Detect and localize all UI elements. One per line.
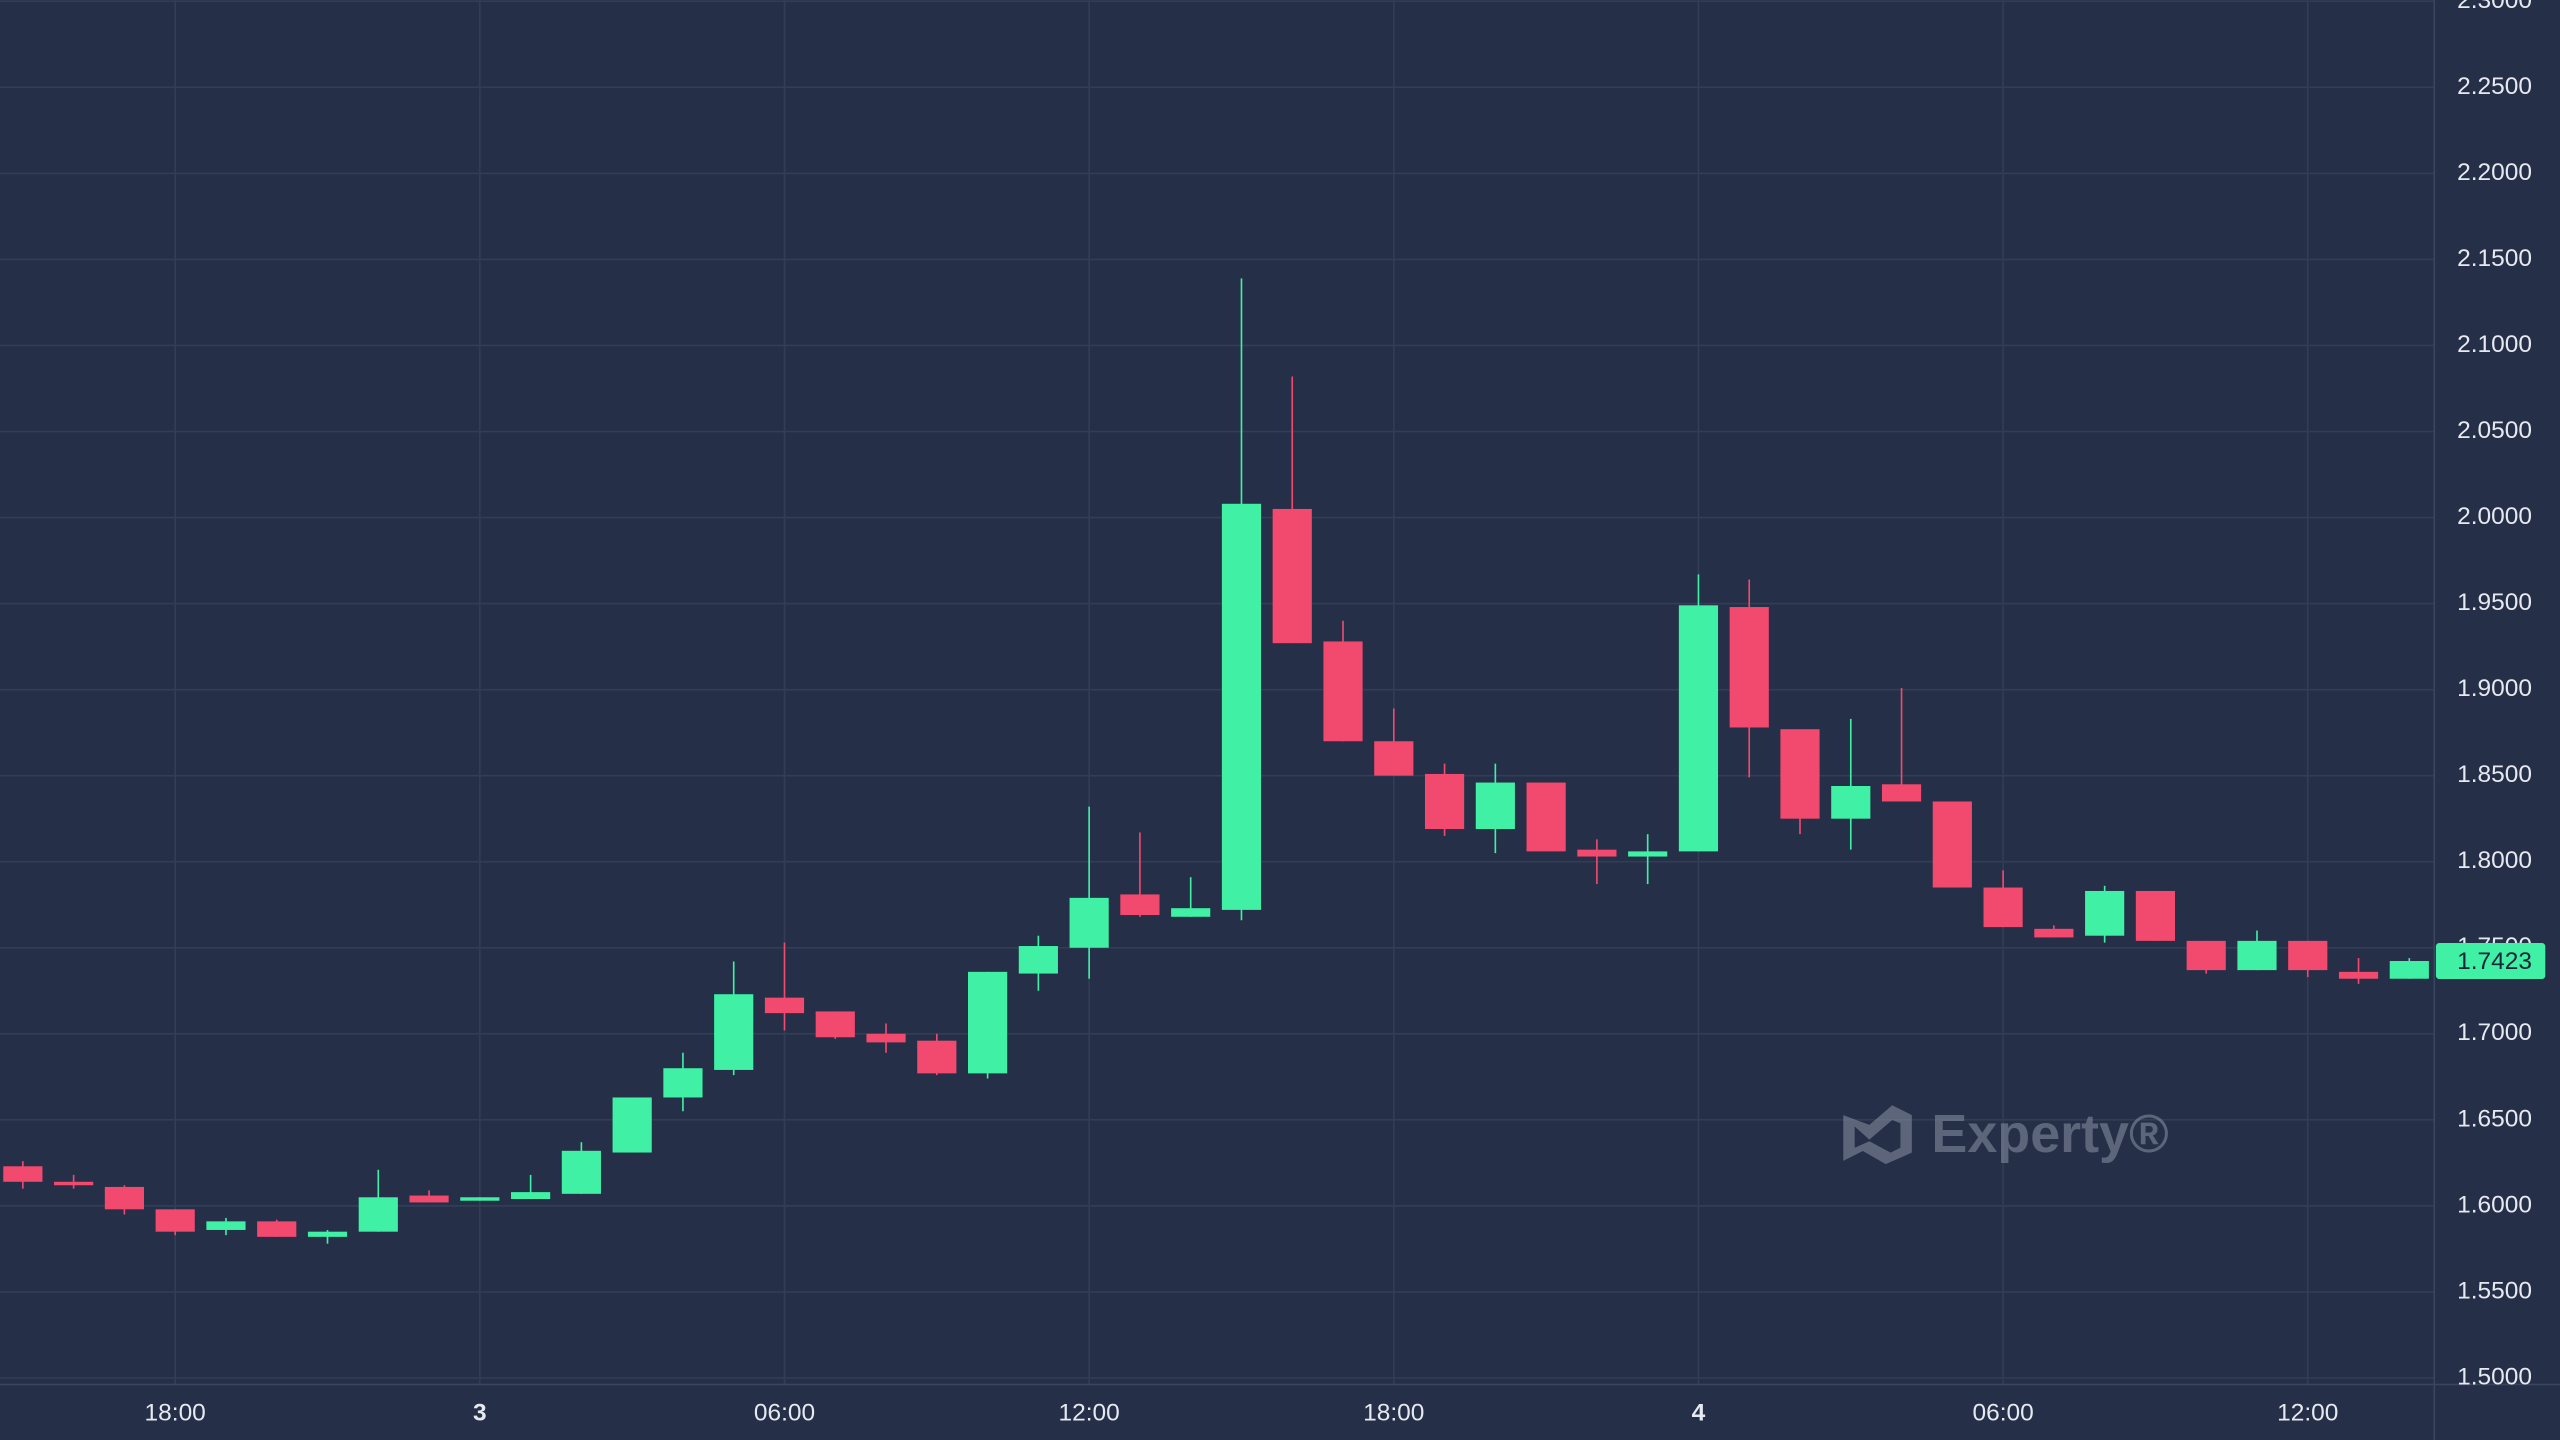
candle-body bbox=[54, 1181, 94, 1186]
candle-body bbox=[1424, 773, 1465, 830]
y-tick-label: 2.2000 bbox=[2457, 159, 2532, 186]
candle-body bbox=[2135, 890, 2176, 941]
candle-body bbox=[2085, 890, 2125, 936]
candle-body bbox=[1221, 503, 1262, 910]
watermark-text: Experty® bbox=[1931, 1104, 2168, 1164]
y-tick-label: 1.5000 bbox=[2457, 1363, 2532, 1390]
watermark-logo bbox=[1843, 1105, 1912, 1165]
candle-body bbox=[358, 1197, 398, 1232]
candle-body bbox=[1932, 801, 1972, 888]
last-price-label: 1.7423 bbox=[2457, 948, 2532, 975]
candle-body bbox=[1577, 849, 1617, 857]
candle-body bbox=[257, 1221, 297, 1237]
x-tick-label: 18:00 bbox=[1363, 1399, 1424, 1426]
candle-body bbox=[155, 1209, 195, 1232]
candle-body bbox=[1018, 946, 1058, 974]
candle-body bbox=[1780, 729, 1820, 819]
y-tick-label: 1.8500 bbox=[2457, 761, 2532, 788]
candle-body bbox=[2186, 940, 2226, 971]
candle-body bbox=[612, 1097, 652, 1153]
candle-body bbox=[1729, 607, 1769, 728]
candle-body bbox=[1526, 782, 1566, 852]
candle-body bbox=[2288, 940, 2328, 971]
y-tick-label: 2.1000 bbox=[2457, 331, 2532, 358]
candle-body bbox=[1272, 508, 1312, 644]
candle-body bbox=[460, 1197, 500, 1201]
y-tick-label: 1.7000 bbox=[2457, 1019, 2532, 1046]
candle-body bbox=[1678, 605, 1719, 852]
x-tick-label: 4 bbox=[1692, 1399, 1706, 1426]
candle-body bbox=[1069, 897, 1109, 948]
last-price-tag bbox=[2435, 943, 2546, 979]
x-tick-label: 12:00 bbox=[1059, 1399, 1120, 1426]
y-tick-label: 1.8000 bbox=[2457, 847, 2532, 874]
y-tick-label: 2.1500 bbox=[2457, 245, 2532, 272]
y-tick-label: 1.9500 bbox=[2457, 589, 2532, 616]
candle-body bbox=[1983, 887, 2023, 928]
candle-body bbox=[206, 1221, 246, 1230]
x-tick-label: 06:00 bbox=[754, 1399, 815, 1426]
x-tick-label: 12:00 bbox=[2277, 1399, 2338, 1426]
candle-body bbox=[815, 1011, 855, 1038]
candle-body bbox=[511, 1192, 551, 1199]
candle-body bbox=[1475, 782, 1515, 830]
y-tick-label: 2.0000 bbox=[2457, 503, 2532, 530]
candle-body bbox=[307, 1231, 348, 1237]
candle-body bbox=[3, 1166, 43, 1182]
candle-body bbox=[1171, 908, 1211, 917]
candle-body bbox=[1628, 851, 1668, 857]
candle-body bbox=[1831, 785, 1871, 819]
candle-body bbox=[1120, 894, 1160, 916]
candle-body bbox=[2338, 971, 2379, 979]
candle-body bbox=[1881, 784, 1922, 802]
x-tick-label: 18:00 bbox=[145, 1399, 206, 1426]
candle-body bbox=[764, 997, 805, 1014]
candle-body bbox=[561, 1150, 601, 1194]
y-tick-label: 1.6500 bbox=[2457, 1105, 2532, 1132]
candle-body bbox=[714, 994, 754, 1070]
candle-body bbox=[2237, 940, 2277, 971]
candle-body bbox=[2389, 961, 2429, 979]
y-tick-label: 2.2500 bbox=[2457, 73, 2532, 100]
candle-body bbox=[1323, 641, 1363, 742]
candle-body bbox=[866, 1033, 906, 1043]
candle-body bbox=[2034, 928, 2074, 938]
y-tick-label: 2.3000 bbox=[2457, 0, 2532, 14]
candles bbox=[3, 278, 2429, 1244]
y-tick-label: 1.5500 bbox=[2457, 1277, 2532, 1304]
candle-body bbox=[968, 971, 1008, 1074]
y-tick-label: 1.9000 bbox=[2457, 675, 2532, 702]
candle-body bbox=[917, 1040, 957, 1074]
axes: 1.50001.55001.60001.65001.70001.75001.80… bbox=[145, 0, 2546, 1426]
x-tick-label: 3 bbox=[473, 1399, 487, 1426]
candle-body bbox=[104, 1186, 144, 1210]
candle-body bbox=[409, 1195, 449, 1203]
watermark: Experty® bbox=[1843, 1104, 2169, 1165]
y-tick-label: 1.6000 bbox=[2457, 1191, 2532, 1218]
candle-body bbox=[663, 1068, 703, 1098]
candle-body bbox=[1374, 741, 1414, 776]
x-tick-label: 06:00 bbox=[1972, 1399, 2033, 1426]
y-tick-label: 2.0500 bbox=[2457, 417, 2532, 444]
grid bbox=[0, 0, 2435, 1385]
